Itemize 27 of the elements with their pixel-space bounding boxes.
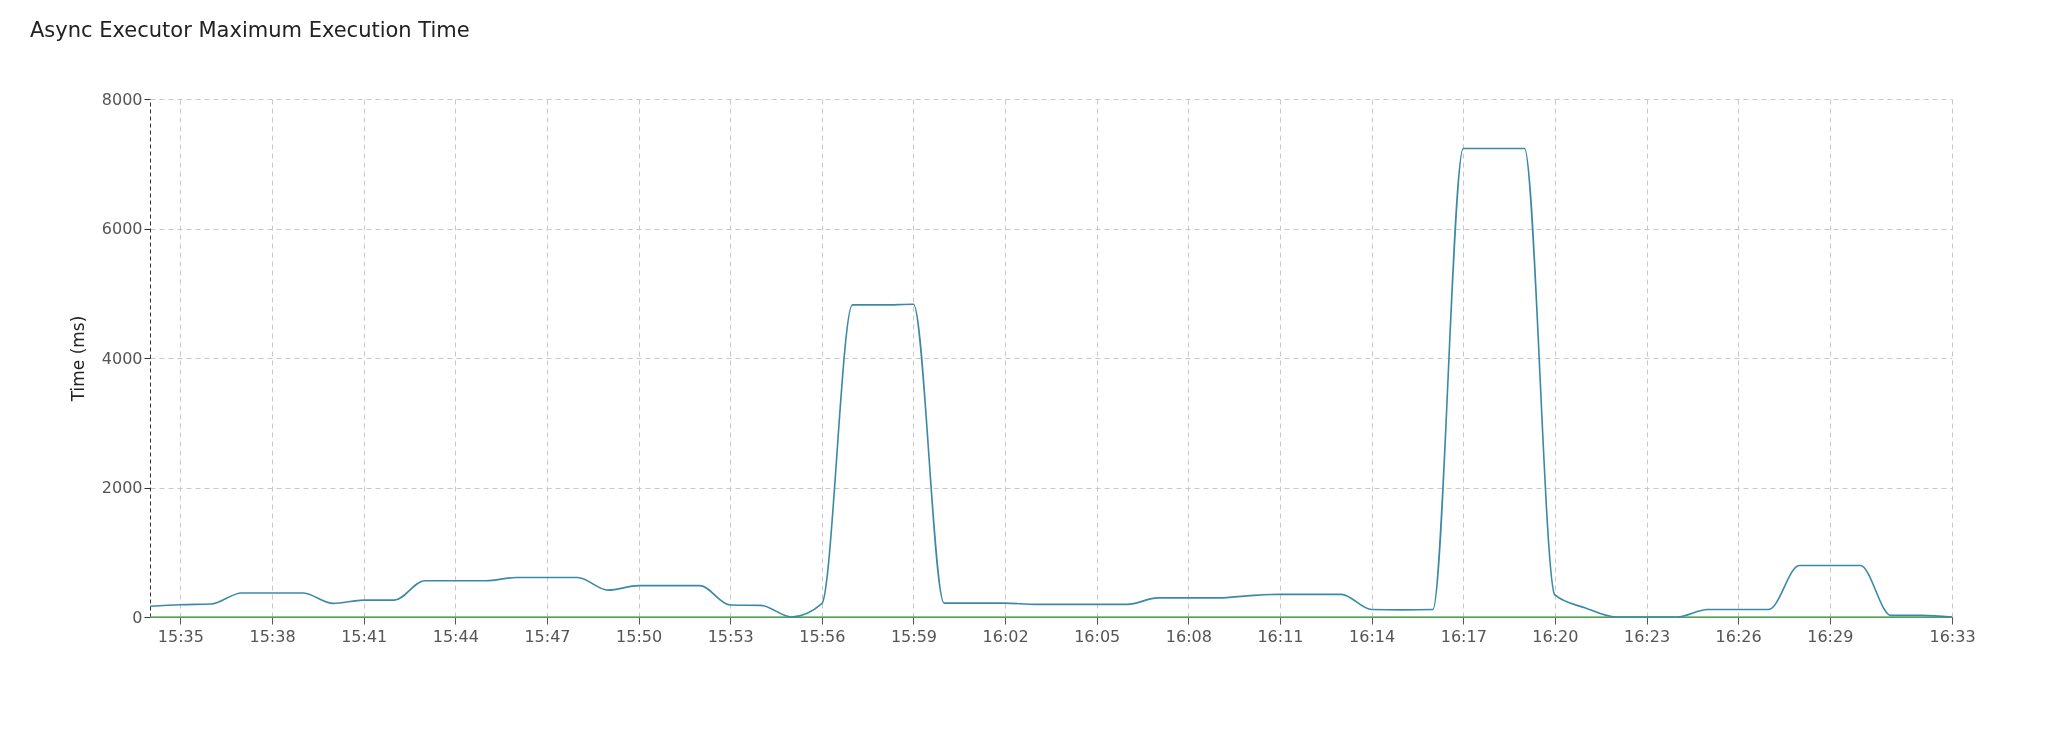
x-tick-label: 15:47 bbox=[524, 626, 571, 646]
x-tick-label: 16:23 bbox=[1623, 626, 1671, 646]
x-tick-label: 16:33 bbox=[1929, 626, 1976, 646]
x-tick-label: 16:26 bbox=[1715, 626, 1762, 646]
x-tick-label: 15:59 bbox=[890, 626, 938, 646]
y-tick-label: 6000 bbox=[101, 219, 143, 238]
x-tick-label: 15:38 bbox=[249, 626, 296, 646]
x-tick-label: 15:56 bbox=[799, 626, 846, 646]
y-tick-label: 2000 bbox=[101, 478, 143, 497]
x-tick-label: 16:05 bbox=[1074, 626, 1121, 646]
x-tick-label: 16:20 bbox=[1532, 626, 1579, 646]
y-tick-label: 4000 bbox=[101, 348, 143, 368]
chart-title: Async Executor Maximum Execution Time bbox=[30, 18, 470, 42]
y-tick-label: 0 bbox=[132, 607, 143, 627]
y-tick-label: 8000 bbox=[101, 89, 143, 109]
x-tick-label: 16:08 bbox=[1165, 626, 1212, 646]
x-tick-label: 15:53 bbox=[707, 626, 754, 646]
x-tick-label: 16:02 bbox=[982, 626, 1029, 646]
x-tick-label: 15:50 bbox=[616, 626, 663, 646]
x-tick-label: 16:17 bbox=[1440, 626, 1487, 646]
x-tick-label: 16:11 bbox=[1257, 626, 1304, 646]
x-tick-label: 15:35 bbox=[157, 626, 204, 646]
x-tick-label: 16:14 bbox=[1349, 626, 1396, 646]
y-axis-title: Time (ms) bbox=[67, 315, 88, 403]
x-tick-label: 15:44 bbox=[432, 626, 479, 646]
x-tick-label: 15:41 bbox=[341, 626, 388, 646]
x-tick-label: 16:29 bbox=[1807, 626, 1854, 646]
